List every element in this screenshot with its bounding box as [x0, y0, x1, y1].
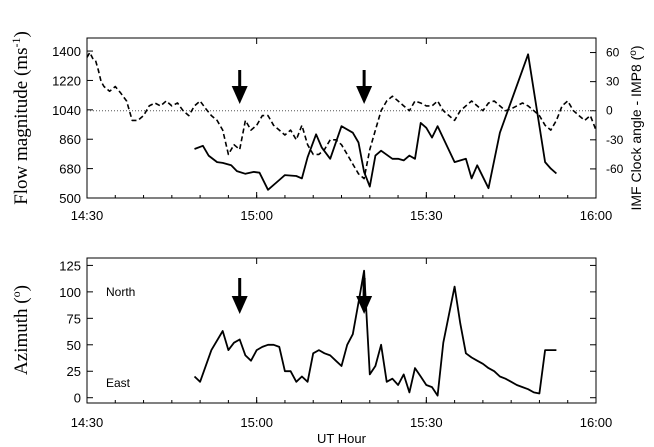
north-label: North — [106, 285, 135, 299]
top-y2-tick-label: -30 — [606, 133, 624, 147]
bottom-y-tick-label: 100 — [59, 285, 81, 300]
bottom-x-tick-label: 15:30 — [410, 415, 443, 430]
azimuth-line — [193, 269, 557, 397]
bottom-arrow-1-head — [231, 296, 248, 314]
bottom-y-tick-label: 75 — [67, 311, 81, 326]
top-y2-tick-label: 0 — [606, 104, 613, 118]
top-y2-axis-label-main: IMF Clock angle - IMP8 ( — [628, 55, 644, 210]
top-y-axis-label-main: Flow magnitude (ms — [11, 48, 32, 205]
bottom-y-tick-label: 50 — [67, 338, 81, 353]
east-label: East — [106, 376, 131, 390]
top-y2-axis-label-close: ) — [628, 45, 644, 50]
top-arrow-1-head — [231, 86, 248, 104]
bottom-y-axis-label: Azimuth (o) — [9, 285, 32, 375]
bottom-x-tick-label: 16:00 — [580, 415, 613, 430]
top-y-tick-label: 1040 — [52, 103, 81, 118]
top-plot-frame — [86, 37, 597, 199]
top-x-tick-label: 15:30 — [410, 208, 443, 223]
top-y-axis-label-sup: -1 — [9, 38, 23, 48]
bottom-y-tick-label: 125 — [59, 258, 81, 273]
top-y-tick-label: 1400 — [52, 44, 81, 59]
bottom-y-tick-label: 0 — [74, 391, 81, 406]
imf-clock-angle-line — [86, 51, 597, 180]
bottom-arrow-2-head — [356, 296, 373, 314]
top-x-tick-label: 14:30 — [71, 208, 104, 223]
flow-magnitude-line — [194, 53, 557, 191]
top-y-tick-label: 680 — [59, 162, 81, 177]
bottom-x-tick-label: 15:00 — [240, 415, 273, 430]
top-y-tick-label: 860 — [59, 132, 81, 147]
bottom-plot-frame — [86, 257, 597, 404]
top-y2-tick-label: 30 — [606, 75, 620, 89]
bottom-y-axis-label-close: ) — [11, 285, 32, 291]
top-y2-axis-label-sup: o — [628, 50, 639, 56]
top-x-tick-label: 16:00 — [580, 208, 613, 223]
top-y-tick-label: 500 — [59, 191, 81, 206]
bottom-y-tick-label: 25 — [67, 364, 81, 379]
top-x-tick-label: 15:00 — [240, 208, 273, 223]
top-arrow-2-head — [356, 86, 373, 104]
bottom-x-tick-label: 14:30 — [71, 415, 104, 430]
top-y2-axis-label: IMF Clock angle - IMP8 (o) — [628, 45, 644, 210]
bottom-y-axis-label-sup: o — [9, 291, 23, 297]
top-y2-tick-label: -60 — [606, 162, 624, 176]
top-y-axis-label-close: ) — [11, 31, 32, 37]
top-y-tick-label: 1220 — [52, 73, 81, 88]
top-y-axis-label: Flow magnitude (ms-1) — [9, 31, 32, 205]
bottom-y-axis-label-main: Azimuth ( — [11, 297, 32, 375]
x-axis-title: UT Hour — [317, 431, 367, 446]
top-y2-tick-label: 60 — [606, 46, 620, 60]
